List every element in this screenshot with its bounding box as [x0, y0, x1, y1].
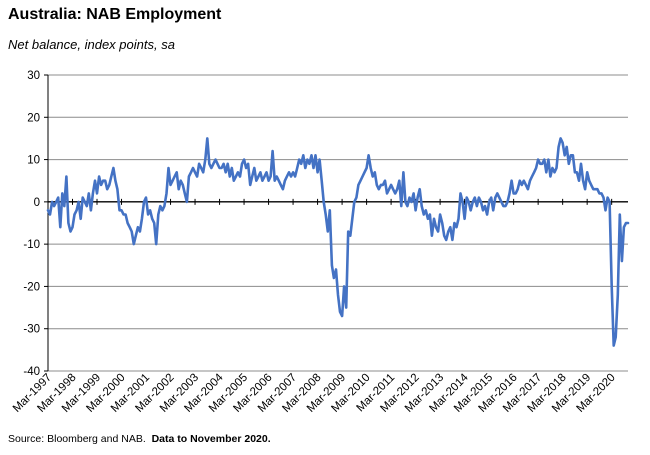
y-tick-label: 20 — [27, 112, 40, 124]
source-prefix: Source: Bloomberg and NAB. — [8, 433, 146, 445]
y-tick-label: -20 — [23, 281, 40, 293]
chart-subtitle: Net balance, index points, sa — [8, 37, 175, 52]
chart-title: Australia: NAB Employment — [8, 6, 222, 23]
employment-series-line — [46, 137, 630, 347]
y-tick-label: 10 — [27, 155, 40, 167]
y-tick-label: -30 — [23, 324, 40, 336]
source-note: Source: Bloomberg and NAB. Data to Novem… — [8, 433, 271, 445]
y-tick-label: -40 — [23, 366, 40, 378]
y-tick-label: -10 — [23, 239, 40, 251]
y-tick-label: 0 — [34, 197, 40, 209]
data-note: Data to November 2020. — [151, 433, 271, 445]
y-tick-label: 30 — [27, 70, 40, 82]
